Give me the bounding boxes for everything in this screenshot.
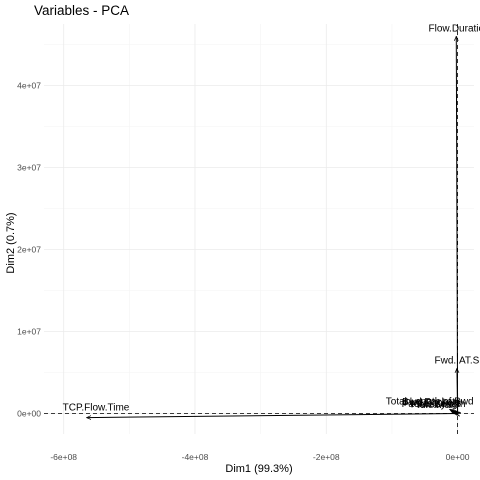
variable-label: Total.Length.of.Bwd <box>386 396 474 407</box>
variable-arrows <box>87 36 458 417</box>
x-axis-title: Dim1 (99.3%) <box>225 463 292 475</box>
x-tick-label: -2e+08 <box>313 452 340 462</box>
variable-label: Fwd.Packets <box>404 398 461 409</box>
variable-label: Idle.Max <box>417 400 455 411</box>
variable-labels: TCP.Flow.Time Flow.Duratio Fwd.IAT.S Total.… <box>63 23 480 413</box>
variable-arrow <box>456 36 457 414</box>
variable-label: Packet.Length <box>402 399 466 410</box>
y-tick-label: 1e+07 <box>17 327 41 337</box>
y-axis-ticks: 0e+00 1e+07 2e+07 3e+07 4e+07 <box>17 81 41 419</box>
variable-arrow <box>87 413 458 418</box>
x-tick-label: -4e+08 <box>182 452 209 462</box>
x-tick-label: -6e+08 <box>50 452 77 462</box>
grid <box>44 24 474 434</box>
y-tick-label: 3e+07 <box>17 163 41 173</box>
variable-label: Bwd.Packets <box>402 397 460 408</box>
y-tick-label: 0e+00 <box>17 409 41 419</box>
variable-label: Flow.Duratio <box>428 23 480 34</box>
y-axis-title: Dim2 (0.7%) <box>5 212 17 273</box>
x-axis-ticks: -6e+08 -4e+08 -2e+08 0e+00 <box>50 452 469 462</box>
y-tick-label: 2e+07 <box>17 245 41 255</box>
variable-label: TCP.Flow.Time <box>63 403 130 414</box>
origin-lines <box>44 24 474 434</box>
chart-title: Variables - PCA <box>34 3 129 18</box>
variable-label: Fwd.IAT.S <box>435 355 480 366</box>
y-tick-label: 4e+07 <box>17 81 41 91</box>
x-tick-label: 0e+00 <box>446 452 470 462</box>
variable-arrow <box>457 368 458 414</box>
variable-label: Flow.Bytes <box>411 400 459 411</box>
